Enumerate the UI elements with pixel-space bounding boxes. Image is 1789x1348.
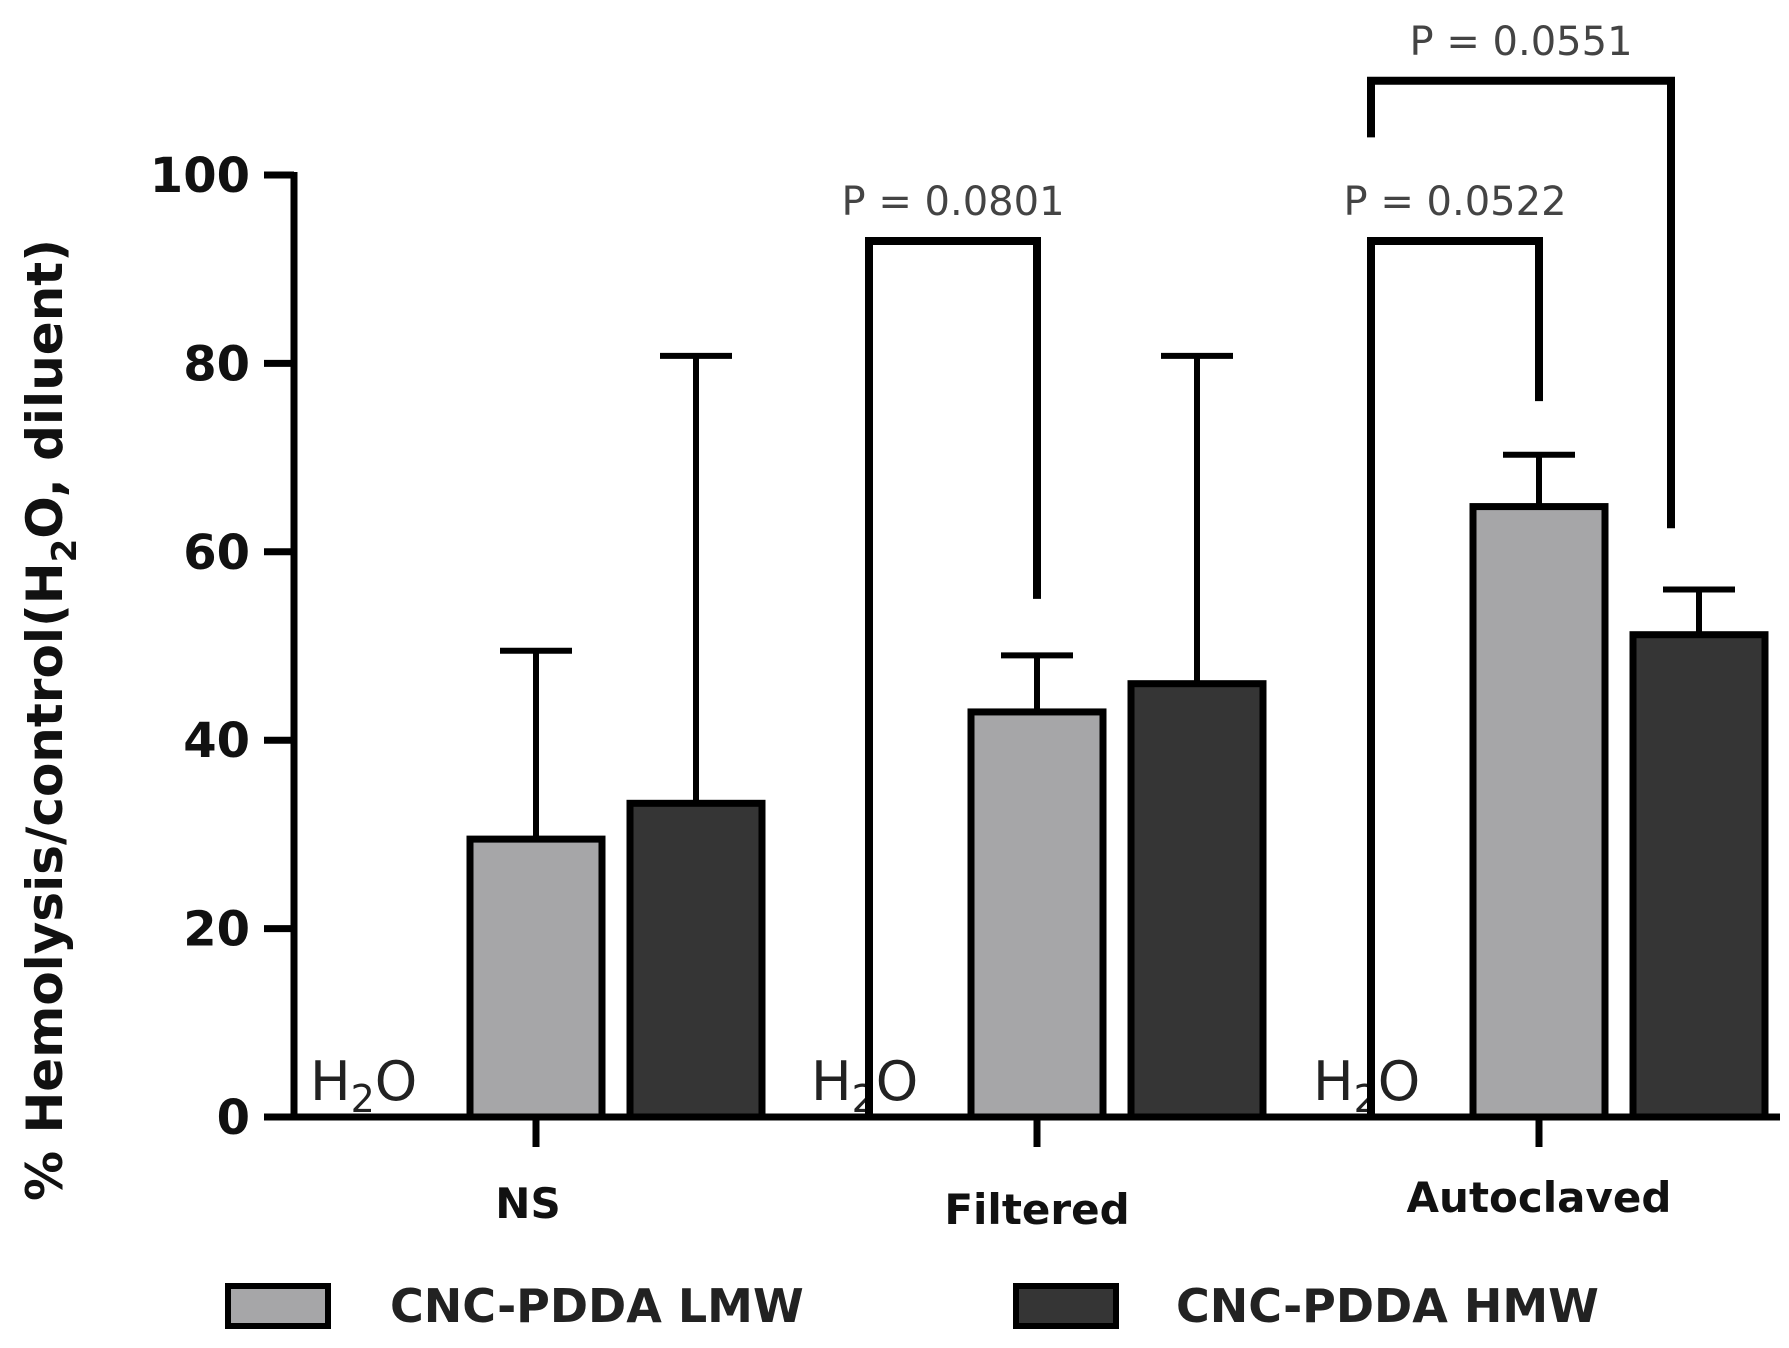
bar-lmw — [967, 708, 1107, 1121]
significance-p-value: P = 0.0801 — [841, 179, 1064, 225]
y-tick-label: 80 — [183, 336, 250, 392]
x-category-label: Filtered — [944, 1185, 1129, 1234]
y-axis-label-subscript: 2 — [45, 539, 85, 563]
y-axis-label: % Hemolysis/control(H2O, diluent) — [16, 239, 85, 1201]
svg-text:% Hemolysis/control(H2O, dilue: % Hemolysis/control(H2O, diluent) — [16, 239, 85, 1201]
legend-label-lmw: CNC-PDDA LMW — [390, 1279, 804, 1333]
significance-p-value: P = 0.0522 — [1343, 179, 1566, 225]
legend-swatch-hmw — [1013, 1283, 1119, 1329]
control-label-h2o: H2O — [310, 1050, 417, 1121]
bar-lmw — [466, 835, 606, 1121]
significance-bracket — [1367, 76, 1675, 529]
significance-p-value: P = 0.0551 — [1409, 19, 1632, 65]
legend-swatch-lmw — [225, 1283, 331, 1329]
legend: CNC-PDDA LMW CNC-PDDA HMW — [225, 1279, 1599, 1333]
y-tick-label: 20 — [183, 902, 250, 958]
control-label-h2o: H2O — [1313, 1050, 1420, 1121]
bar-lmw — [1469, 503, 1609, 1121]
y-tick-label: 60 — [183, 525, 250, 581]
y-axis-label-part-2: O, diluent) — [16, 239, 74, 539]
bar-hmw — [1127, 680, 1267, 1121]
y-tick-label: 100 — [150, 148, 250, 204]
y-tick-label: 0 — [217, 1090, 250, 1146]
significance-bracket — [865, 236, 1041, 1117]
x-category-label: Autoclaved — [1407, 1173, 1672, 1222]
x-category-label: NS — [495, 1179, 560, 1228]
bar-hmw — [626, 799, 766, 1121]
legend-label-hmw: CNC-PDDA HMW — [1176, 1279, 1599, 1333]
y-axis-label-part-1: % Hemolysis/control(H — [16, 562, 74, 1201]
control-label-h2o: H2O — [811, 1050, 918, 1121]
significance-bracket — [1367, 236, 1543, 1117]
y-tick-label: 40 — [183, 713, 250, 769]
bar-hmw — [1629, 631, 1769, 1121]
